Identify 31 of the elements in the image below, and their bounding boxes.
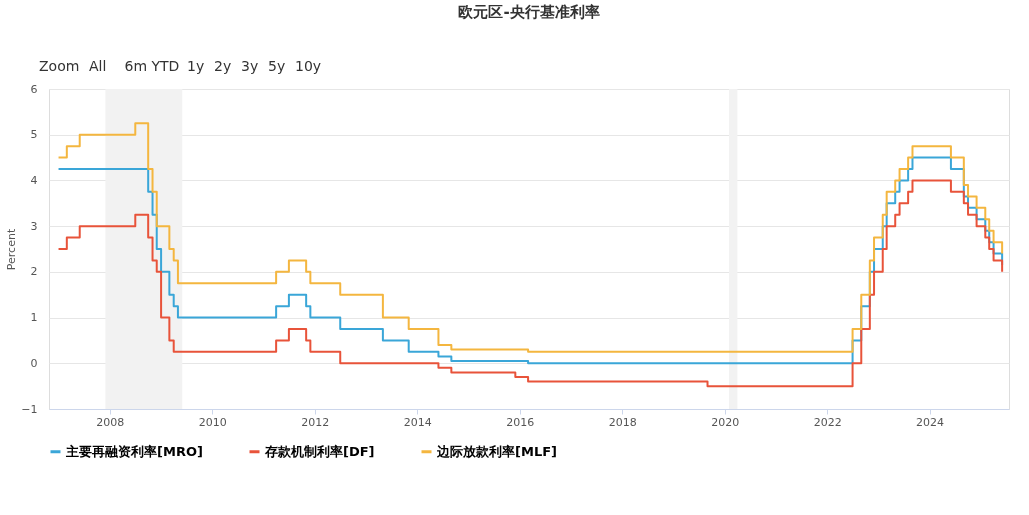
y-tick-label: 1: [30, 311, 38, 325]
x-tick-label: 2008: [96, 415, 125, 429]
text: 1y: [187, 58, 205, 74]
text: 2y: [214, 58, 232, 74]
x-tick-label: 2020: [711, 415, 740, 429]
x-tick-label: 2012: [301, 415, 330, 429]
x-tick-label: 2010: [198, 415, 227, 429]
y-tick-label: 2: [30, 265, 38, 279]
y-tick-label: −1: [21, 402, 38, 416]
text: 10y: [295, 58, 322, 74]
y-tick-label: 5: [30, 128, 38, 142]
y-tick-label: 3: [30, 219, 38, 233]
legend-label: 边际放款利率[MLF]: [436, 443, 557, 459]
text: 6m: [124, 58, 148, 74]
y-tick-label: 6: [30, 82, 38, 96]
text: YTD: [150, 58, 180, 74]
x-tick-label: 2018: [608, 415, 637, 429]
text: 3y: [241, 58, 259, 74]
x-tick-label: 2014: [403, 415, 432, 429]
y-axis-title: Percent: [5, 228, 19, 271]
legend-label: 存款机制利率[DF]: [264, 443, 375, 459]
text: All: [89, 58, 107, 74]
x-tick-label: 2022: [813, 415, 842, 429]
chart-title: 欧元区-央行基准利率: [458, 3, 600, 21]
legend-label: 主要再融资利率[MRO]: [65, 443, 203, 459]
text: Zoom: [39, 58, 80, 74]
text: 5y: [268, 58, 286, 74]
x-tick-label: 2024: [916, 415, 945, 429]
y-tick-label: 4: [30, 173, 38, 187]
x-tick-label: 2016: [506, 415, 535, 429]
y-tick-label: 0: [30, 356, 38, 370]
